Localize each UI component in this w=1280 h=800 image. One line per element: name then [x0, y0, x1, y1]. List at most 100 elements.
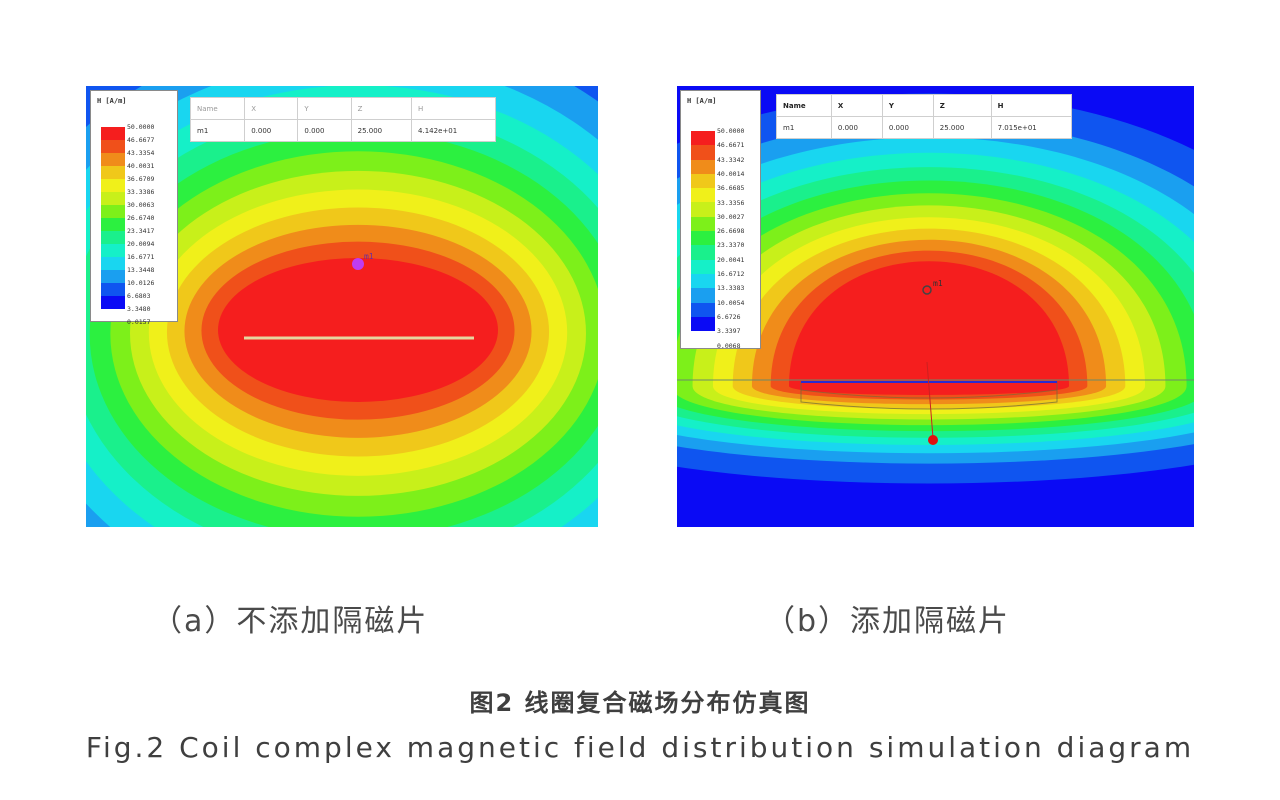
legend-color-swatch: [691, 159, 715, 174]
legend-value: 20.0041: [717, 255, 745, 264]
legend-color-swatch: [691, 259, 715, 274]
table-header-x: X: [830, 94, 883, 117]
legend-color-swatch: [691, 216, 715, 232]
legend-value: 33.3356: [717, 198, 745, 207]
legend-color-swatch: [691, 302, 715, 317]
table-cell: 4.142e+01: [411, 119, 496, 142]
legend-value: 26.6698: [717, 227, 745, 236]
legend-value: 36.6685: [717, 184, 745, 193]
legend-value: 23.3370: [717, 241, 745, 250]
legend-value: 20.0094: [127, 240, 155, 248]
legend-value: 43.3354: [127, 149, 155, 157]
legend-color-swatch: [101, 244, 125, 257]
legend-colorbar-a: [101, 127, 125, 309]
legend-value: 3.3480: [127, 305, 151, 313]
marker-table-b: Name X Y Z H m1 0.000 0.000 25.000 7.015…: [776, 94, 1073, 139]
caption-b: （b）添加隔磁片: [765, 604, 1011, 639]
legend-color-swatch: [101, 296, 125, 309]
coil-b: [800, 381, 1058, 410]
legend-value: 36.6709: [127, 175, 155, 183]
field-contours-b: m1: [677, 86, 1194, 527]
table-header-z: Z: [350, 97, 413, 120]
table-cell: m1: [776, 116, 832, 139]
field-plot-a: m1 H [A/m] 50.0000 46.6677 43.3354 40.0031 3…: [86, 86, 598, 527]
legend-color-swatch: [691, 231, 715, 246]
legend-color-swatch: [691, 173, 715, 189]
table-cell: 0.000: [881, 116, 934, 139]
legend-value: 3.3397: [717, 327, 741, 336]
marker-label-a: m1: [364, 252, 374, 261]
marker-table-a: Name X Y Z H m1 0.000 0.000 25.000 4.142…: [189, 97, 496, 142]
legend-value: 13.3383: [717, 284, 745, 293]
legend-unit-a: H [A/m]: [97, 97, 127, 105]
contour-band-a: [218, 258, 498, 402]
table-cell: 0.000: [830, 116, 883, 139]
legend-value: 30.0027: [717, 212, 745, 221]
legend-value: 33.3386: [127, 188, 155, 196]
table-header-h: H: [990, 94, 1073, 117]
axis-z-b: [926, 361, 934, 439]
legend-value: 26.6740: [127, 214, 155, 222]
legend-color-swatch: [691, 145, 715, 160]
legend-value: 46.6671: [717, 141, 745, 150]
table-header-name: Name: [776, 94, 832, 117]
legend-color-swatch: [101, 179, 125, 192]
legend-value: 50.0000: [717, 127, 745, 135]
table-header-z: Z: [932, 94, 992, 117]
legend-color-swatch: [101, 218, 125, 231]
legend-color-swatch: [101, 231, 125, 244]
table-cell: m1: [189, 119, 246, 142]
table-cell: 7.015e+01: [990, 116, 1073, 139]
legend-color-swatch: [101, 192, 125, 205]
legend-value: 23.3417: [127, 227, 155, 235]
table-header-name: Name: [189, 97, 246, 120]
marker-m1-b[interactable]: [922, 285, 932, 295]
legend-color-swatch: [101, 205, 125, 218]
legend-unit-b: H [A/m]: [687, 97, 717, 105]
figure-title-cn: 图2 线圈复合磁场分布仿真图: [469, 689, 811, 717]
legend-color-swatch: [691, 245, 715, 260]
legend-value: 40.0014: [717, 169, 745, 178]
legend-color-swatch: [101, 257, 125, 270]
field-contours-a: m1: [86, 86, 598, 527]
table-cell: 0.000: [244, 119, 299, 142]
legend-b: H [A/m] 50.0000 46.6671 43.3342 40.0014 36.6…: [680, 90, 761, 350]
caption-a: （a）不添加隔磁片: [152, 604, 429, 639]
legend-value: 16.6712: [717, 270, 745, 278]
legend-color-swatch: [691, 188, 715, 203]
legend-value: 16.6771: [127, 253, 155, 261]
figure-title-en: Fig.2 Coil complex magnetic field distri…: [85, 731, 1195, 764]
legend-value: 30.0063: [127, 201, 155, 209]
marker-label-b: m1: [933, 279, 943, 288]
marker-m1-a[interactable]: [352, 258, 364, 270]
table-cell: 25.000: [932, 116, 992, 139]
legend-color-swatch: [101, 140, 125, 153]
legend-value: 43.3342: [717, 155, 745, 164]
legend-color-swatch: [691, 316, 715, 332]
legend-color-swatch: [691, 131, 715, 146]
legend-value: 6.6726: [717, 312, 741, 321]
legend-value: 0.0157: [127, 318, 151, 326]
legend-color-swatch: [691, 288, 715, 303]
legend-value: 13.3448: [127, 266, 155, 274]
legend-color-swatch: [101, 153, 125, 166]
legend-color-swatch: [691, 273, 715, 289]
legend-color-swatch: [691, 202, 715, 217]
table-cell: 0.000: [297, 119, 352, 142]
legend-value: 10.0054: [717, 298, 745, 307]
contour-band-b: [789, 261, 1069, 395]
legend-value: 0.0068: [717, 341, 741, 350]
legend-a: H [A/m] 50.0000 46.6677 43.3354 40.0031 36.6…: [90, 90, 178, 326]
table-cell: 25.000: [350, 119, 413, 142]
legend-value: 40.0031: [127, 162, 155, 170]
legend-value: 46.6677: [127, 136, 155, 144]
origin-marker-b: [928, 435, 938, 445]
legend-color-swatch: [101, 270, 125, 283]
legend-colorbar-b: [691, 131, 715, 332]
table-header-y: Y: [297, 97, 352, 120]
legend-color-swatch: [101, 283, 125, 296]
legend-color-swatch: [101, 127, 125, 140]
table-header-h: H: [411, 97, 496, 120]
legend-value: 50.0000: [127, 123, 155, 131]
table-header-y: Y: [881, 94, 934, 117]
